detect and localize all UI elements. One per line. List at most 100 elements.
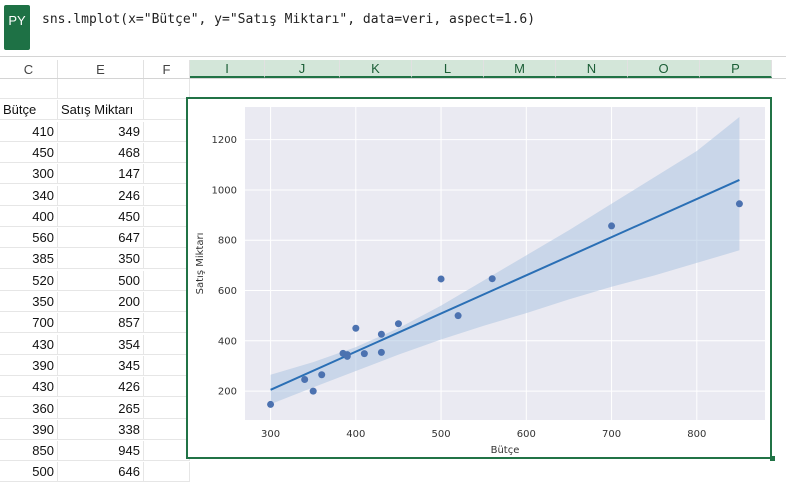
x-tick-label: 800 <box>687 429 706 440</box>
empty-cell[interactable] <box>144 292 190 312</box>
budget-cell[interactable]: 300 <box>0 164 58 185</box>
empty-cell[interactable] <box>144 419 190 440</box>
empty-cell[interactable] <box>144 270 190 291</box>
data-point <box>309 387 317 395</box>
budget-cell[interactable]: 700 <box>0 313 58 334</box>
sales-cell[interactable]: 945 <box>58 441 144 462</box>
data-point <box>343 352 351 360</box>
lmplot-chart: 300 400 500 600 700 800 200 400 600 800 1000 1200 Bü… <box>195 107 765 456</box>
column-header-c[interactable]: C <box>0 60 58 78</box>
empty-cell[interactable] <box>144 100 190 121</box>
column-header-f[interactable]: F <box>144 60 190 78</box>
budget-cell[interactable]: 360 <box>0 398 58 419</box>
y-tick-label: 400 <box>218 336 237 347</box>
column-header-j[interactable]: J <box>265 60 340 78</box>
x-axis-label: Bütçe <box>491 445 520 456</box>
data-point <box>301 376 309 384</box>
empty-cell[interactable] <box>144 441 190 462</box>
x-tick-label: 600 <box>517 429 536 440</box>
data-point <box>454 312 462 320</box>
data-point <box>735 200 743 208</box>
empty-cell[interactable] <box>144 121 190 142</box>
sales-cell[interactable]: 200 <box>58 292 144 312</box>
budget-cell[interactable]: 390 <box>0 419 58 440</box>
formula-code[interactable]: sns.lmplot(x="Bütçe", y="Satış Miktarı",… <box>42 12 536 27</box>
sales-cell[interactable]: 350 <box>58 249 144 270</box>
column-header-i[interactable]: I <box>190 60 265 78</box>
x-tick-label: 700 <box>602 429 621 440</box>
sales-cell[interactable]: 265 <box>58 398 144 419</box>
budget-cell[interactable]: 350 <box>0 292 58 312</box>
sales-cell[interactable]: 857 <box>58 313 144 334</box>
budget-cell[interactable]: 340 <box>0 185 58 206</box>
header-cell-budget[interactable]: Bütçe <box>0 100 58 121</box>
budget-cell[interactable]: 430 <box>0 377 58 398</box>
sales-cell[interactable]: 246 <box>58 185 144 206</box>
empty-cell[interactable] <box>144 142 190 163</box>
sales-cell[interactable]: 450 <box>58 206 144 227</box>
data-point <box>437 275 445 283</box>
y-tick-label: 800 <box>218 236 237 247</box>
column-header-p[interactable]: P <box>700 60 772 78</box>
column-header-e[interactable]: E <box>58 60 144 78</box>
y-tick-label: 200 <box>218 387 237 398</box>
empty-cell[interactable] <box>144 334 190 355</box>
budget-cell[interactable]: 520 <box>0 270 58 291</box>
budget-cell[interactable]: 390 <box>0 355 58 376</box>
budget-cell[interactable]: 385 <box>0 249 58 270</box>
empty-cell[interactable] <box>144 228 190 249</box>
chart-frame[interactable]: 300 400 500 600 700 800 200 400 600 800 1000 1200 Bü… <box>186 97 772 459</box>
budget-cell[interactable]: 400 <box>0 206 58 227</box>
column-header-n[interactable]: N <box>556 60 628 78</box>
x-tick-label: 400 <box>346 429 365 440</box>
empty-cell[interactable] <box>144 79 190 99</box>
sales-cell[interactable]: 426 <box>58 377 144 398</box>
y-tick-label: 1200 <box>212 135 237 146</box>
budget-cell[interactable]: 410 <box>0 121 58 142</box>
sales-cell[interactable]: 647 <box>58 228 144 249</box>
empty-cell[interactable] <box>58 79 144 99</box>
empty-cell[interactable] <box>144 206 190 227</box>
sales-cell[interactable]: 345 <box>58 355 144 376</box>
python-badge[interactable]: PY <box>4 5 30 50</box>
budget-cell[interactable]: 430 <box>0 334 58 355</box>
budget-cell[interactable]: 500 <box>0 462 58 482</box>
sales-cell[interactable]: 147 <box>58 164 144 185</box>
chart-resize-handle[interactable] <box>770 456 775 461</box>
x-tick-label: 300 <box>261 429 280 440</box>
data-point <box>352 324 360 332</box>
empty-cell[interactable] <box>144 355 190 376</box>
column-header-m[interactable]: M <box>484 60 556 78</box>
budget-cell[interactable]: 850 <box>0 441 58 462</box>
empty-cell[interactable] <box>144 249 190 270</box>
budget-cell[interactable]: 560 <box>0 228 58 249</box>
empty-cell[interactable] <box>144 462 190 482</box>
y-tick-label: 600 <box>218 286 237 297</box>
data-point <box>394 320 402 328</box>
data-point <box>360 350 368 358</box>
sales-cell[interactable]: 354 <box>58 334 144 355</box>
sales-cell[interactable]: 500 <box>58 270 144 291</box>
empty-cell[interactable] <box>144 377 190 398</box>
data-point <box>267 400 275 408</box>
column-header-o[interactable]: O <box>628 60 700 78</box>
column-header-k[interactable]: K <box>340 60 412 78</box>
sales-cell[interactable]: 468 <box>58 142 144 163</box>
y-tick-label: 1000 <box>212 185 237 196</box>
empty-cell[interactable] <box>144 398 190 419</box>
column-header-l[interactable]: L <box>412 60 484 78</box>
data-point <box>318 371 326 379</box>
header-cell-sales[interactable]: Satış Miktarı <box>58 100 144 121</box>
empty-cell[interactable] <box>144 185 190 206</box>
sales-cell[interactable]: 646 <box>58 462 144 482</box>
data-point <box>608 222 616 230</box>
sales-cell[interactable]: 338 <box>58 419 144 440</box>
formula-bar: PY sns.lmplot(x="Bütçe", y="Satış Miktar… <box>0 0 786 57</box>
sales-cell[interactable]: 349 <box>58 121 144 142</box>
empty-cell[interactable] <box>0 79 58 99</box>
empty-cell[interactable] <box>144 313 190 334</box>
y-axis-label: Satış Miktarı <box>195 233 206 295</box>
data-point <box>377 330 385 338</box>
empty-cell[interactable] <box>144 164 190 185</box>
budget-cell[interactable]: 450 <box>0 142 58 163</box>
